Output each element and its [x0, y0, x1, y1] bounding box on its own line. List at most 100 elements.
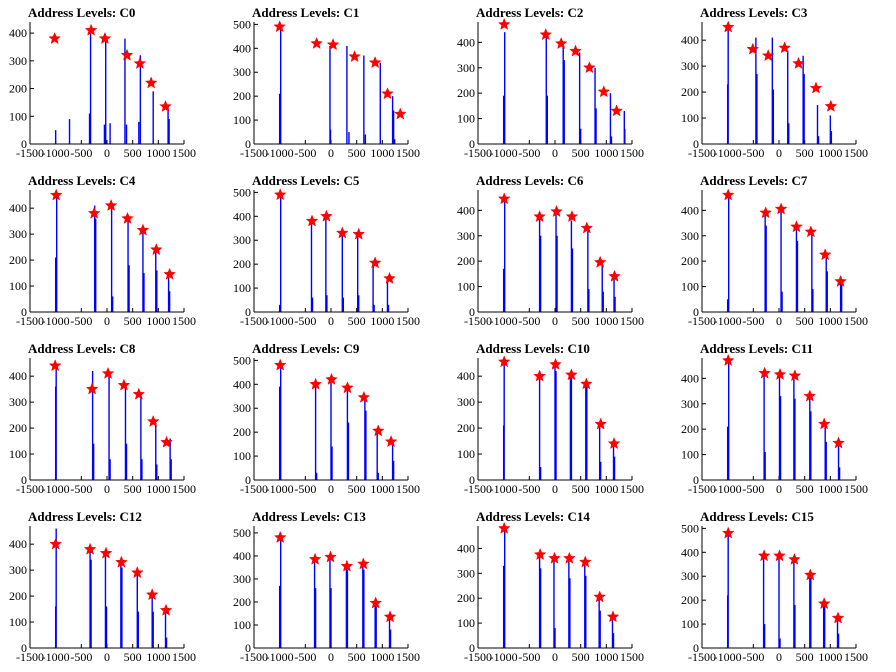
red-star-icon	[593, 255, 607, 268]
x-tick-label: 0	[552, 146, 558, 160]
red-star-icon	[310, 36, 323, 49]
y-tick-label: 200	[457, 591, 475, 605]
x-tick-label: -1000	[490, 650, 518, 664]
x-tick-label: 1000	[370, 314, 394, 328]
x-tick-label: 0	[552, 482, 558, 496]
red-star-icon	[120, 48, 134, 61]
y-tick-label: 100	[457, 447, 475, 461]
y-tick-label: 300	[233, 65, 251, 79]
y-tick-label: 300	[457, 229, 475, 243]
y-tick-label: 100	[9, 447, 27, 461]
red-star-icon	[159, 603, 173, 616]
y-tick-label: 200	[457, 254, 475, 268]
histogram-panel-3: Address Levels: C3 0 100 200 300 400 -1500-100…	[681, 5, 868, 160]
y-tick-label: 300	[9, 227, 27, 241]
red-star-icon	[565, 210, 579, 223]
red-star-icon	[308, 552, 322, 565]
red-star-icon	[607, 437, 621, 450]
x-tick-label: 500	[796, 314, 814, 328]
x-tick-label: 500	[124, 146, 142, 160]
x-tick-label: 0	[776, 146, 782, 160]
histogram-panel-6: Address Levels: C6 0 100 200 300 400 -1500-100…	[457, 173, 644, 328]
red-star-icon	[594, 417, 608, 430]
x-tick-label: 1500	[396, 650, 420, 664]
x-tick-label: -1000	[266, 482, 294, 496]
red-star-icon	[593, 590, 607, 603]
y-tick-label: 0	[693, 473, 699, 487]
x-tick-label: -500	[70, 650, 92, 664]
red-star-icon	[788, 552, 801, 565]
x-tick-label: -500	[294, 650, 316, 664]
y-tick-label: 200	[9, 82, 27, 96]
red-star-icon	[49, 188, 63, 201]
y-tick-label: 100	[457, 616, 475, 630]
y-tick-label: 100	[681, 448, 699, 462]
histogram-panel-2: Address Levels: C2 0 100 200 300 400 -1500-100…	[457, 5, 644, 160]
y-tick-label: 300	[233, 572, 251, 586]
x-tick-label: -1500	[464, 482, 492, 496]
y-tick-label: 400	[233, 41, 251, 55]
y-tick-label: 0	[469, 641, 475, 655]
red-star-icon	[497, 17, 511, 30]
y-tick-label: 400	[681, 545, 699, 559]
x-tick-label: 500	[796, 482, 814, 496]
y-tick-label: 100	[457, 112, 475, 126]
red-star-icon	[817, 597, 831, 610]
red-star-icon	[159, 99, 172, 112]
y-tick-label: 200	[233, 595, 251, 609]
x-tick-label: 1500	[844, 482, 868, 496]
red-star-icon	[121, 211, 134, 224]
y-tick-label: 200	[233, 89, 251, 103]
red-star-icon	[497, 355, 511, 368]
x-tick-label: 500	[572, 482, 590, 496]
x-tick-label: 1500	[396, 146, 420, 160]
red-star-icon	[383, 271, 396, 284]
red-star-icon	[792, 56, 805, 69]
x-tick-label: 1000	[146, 314, 170, 328]
x-tick-label: 0	[104, 482, 110, 496]
x-tick-label: 0	[328, 314, 334, 328]
red-star-icon	[309, 377, 322, 390]
red-star-icon	[305, 214, 319, 227]
red-star-icon	[804, 225, 818, 238]
x-tick-label: 1500	[172, 482, 196, 496]
red-star-icon	[606, 610, 620, 623]
x-tick-label: 0	[552, 650, 558, 664]
y-tick-label: 0	[693, 641, 699, 655]
red-star-icon	[539, 28, 553, 41]
y-tick-label: 300	[9, 395, 27, 409]
red-star-icon	[773, 549, 786, 562]
red-star-icon	[721, 526, 735, 539]
y-tick-label: 100	[233, 281, 251, 295]
red-star-icon	[757, 549, 771, 562]
x-tick-label: 1000	[818, 314, 842, 328]
red-star-icon	[608, 269, 621, 282]
red-star-icon	[721, 353, 735, 366]
y-tick-label: 500	[681, 521, 699, 535]
y-tick-label: 400	[681, 33, 699, 47]
y-tick-label: 300	[457, 566, 475, 580]
y-tick-label: 400	[233, 377, 251, 391]
red-star-icon	[549, 357, 562, 370]
red-star-icon	[136, 223, 150, 236]
x-tick-label: -500	[742, 482, 764, 496]
y-tick-label: 200	[681, 254, 699, 268]
y-tick-label: 400	[457, 35, 475, 49]
y-tick-label: 100	[9, 279, 27, 293]
red-star-icon	[160, 435, 173, 448]
x-tick-label: 500	[572, 146, 590, 160]
red-star-icon	[273, 188, 287, 201]
y-tick-label: 0	[469, 305, 475, 319]
x-tick-label: -500	[742, 314, 764, 328]
x-tick-label: 1500	[620, 482, 644, 496]
red-star-icon	[773, 367, 787, 380]
red-star-icon	[325, 372, 338, 385]
red-star-icon	[326, 38, 340, 51]
y-tick-label: 400	[9, 369, 27, 383]
red-star-icon	[580, 221, 594, 234]
red-star-icon	[87, 206, 101, 219]
red-star-icon	[130, 566, 144, 579]
panel-title: Address Levels: C2	[476, 5, 583, 20]
x-tick-label: -1500	[688, 146, 716, 160]
red-star-icon	[368, 256, 382, 269]
